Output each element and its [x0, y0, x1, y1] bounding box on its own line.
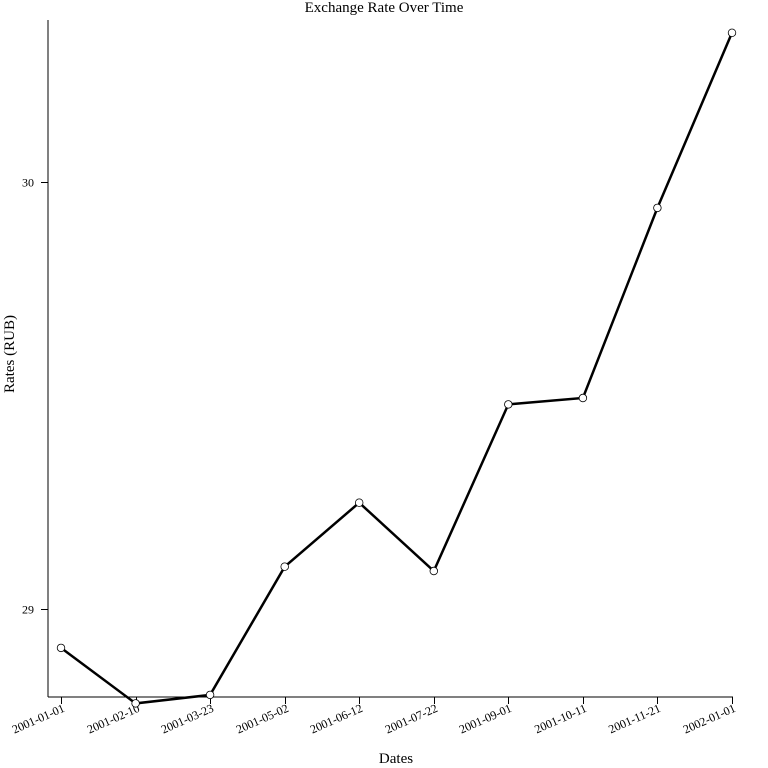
data-points — [56, 28, 737, 708]
data-point-2001-07-22 — [429, 566, 438, 576]
data-point-2001-11-21 — [653, 203, 662, 213]
data-point-2001-06-12 — [355, 498, 364, 507]
x-tick-label: 2002-01-01 — [681, 701, 738, 737]
data-point-2002-01-01 — [727, 28, 737, 37]
x-tick-label: 2001-03-23 — [159, 701, 216, 737]
x-axis-ticks: 2001-01-01 2001-02-10 2001-03-23 2001-05-02… — [10, 697, 738, 737]
x-axis-label: Dates — [379, 751, 413, 767]
data-point-2001-01-01 — [56, 643, 66, 653]
data-point-2001-03-23 — [205, 690, 215, 700]
x-tick-label: 2001-07-22 — [383, 701, 440, 737]
data-point-2001-09-01 — [504, 400, 513, 409]
y-axis-ticks: 29 30 — [22, 176, 48, 617]
y-tick-label: 29 — [22, 603, 34, 617]
data-point-2001-05-02 — [280, 562, 289, 571]
x-tick-label: 2001-09-01 — [457, 701, 514, 737]
series-line — [60, 32, 734, 705]
y-axis-label: Rates (RUB) — [2, 315, 18, 393]
x-tick-label: 2001-11-21 — [606, 701, 662, 736]
x-tick-label: 2001-06-12 — [308, 701, 365, 737]
x-tick-label: 2001-10-11 — [532, 701, 588, 736]
data-point-2001-02-10 — [131, 699, 140, 708]
data-point-2001-10-11 — [578, 393, 588, 403]
x-tick-label: 2001-01-01 — [10, 701, 67, 737]
x-tick-label: 2001-05-02 — [234, 701, 291, 737]
y-tick-label: 30 — [22, 176, 34, 190]
chart-title: Exchange Rate Over Time — [305, 0, 464, 16]
